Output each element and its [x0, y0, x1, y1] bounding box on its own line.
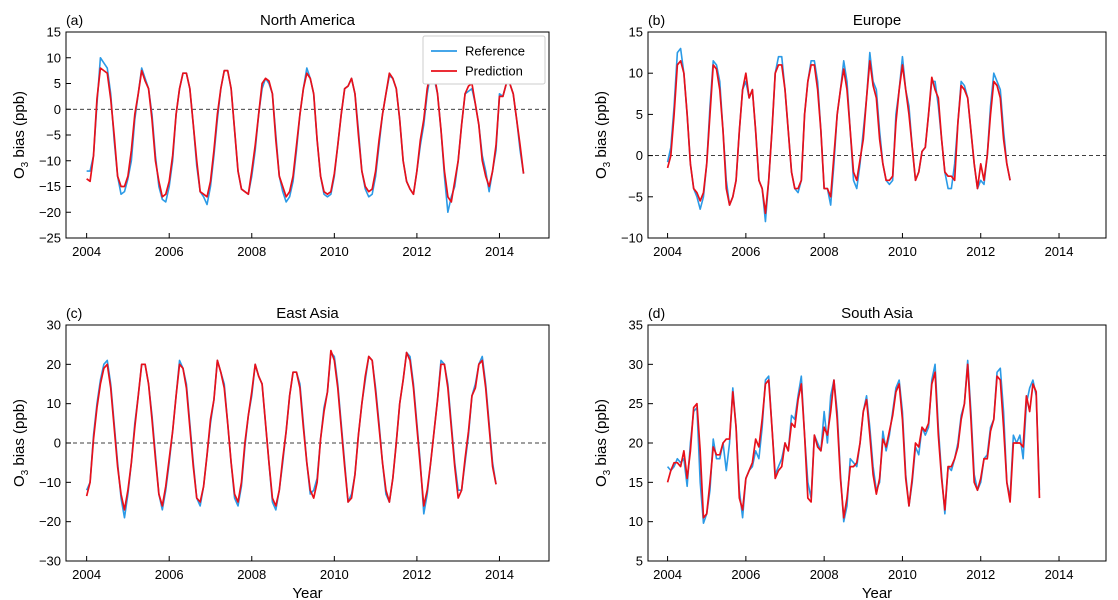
- y-tick-label: 25: [629, 396, 643, 411]
- panel-1: −25 −20 −15 −10 −5 0 5 10 15 2004 2006 2008 2010 2012…: [11, 12, 550, 259]
- x-axis-label: Year: [292, 585, 322, 600]
- y-axis-label-rest: bias (ppb): [593, 91, 610, 162]
- y-axis-label-o: O: [11, 475, 28, 487]
- y-tick-label: −10: [39, 153, 61, 168]
- x-tick-label: 2004: [653, 567, 682, 582]
- series-line-reference: [666, 47, 1011, 223]
- x-tick-label: 2010: [888, 567, 917, 582]
- y-axis-label: O3 bias (ppb): [11, 399, 31, 487]
- legend: Reference Prediction: [422, 35, 546, 85]
- x-tick-label: 2014: [485, 244, 514, 259]
- x-tick-label: 2006: [155, 567, 184, 582]
- x-tick-label: 2008: [810, 567, 839, 582]
- panel-3: −30 −20 −10 0 10 20 30 2004 2006 2008 2010 2012 2014…: [11, 305, 550, 600]
- y-axis-label: O3 bias (ppb): [593, 91, 613, 179]
- x-tick-label: 2014: [1045, 244, 1074, 259]
- x-tick-label: 2004: [72, 244, 101, 259]
- y-tick-label: 30: [629, 357, 643, 372]
- y-axis-label: O3 bias (ppb): [11, 91, 31, 179]
- y-tick-label: 10: [629, 66, 643, 81]
- panel-label: (c): [66, 305, 82, 321]
- y-tick-label: 0: [54, 102, 61, 117]
- series-line-prediction: [666, 363, 1041, 519]
- y-tick-label: 20: [629, 436, 643, 451]
- x-tick-label: 2010: [320, 567, 349, 582]
- legend-label-reference: Reference: [465, 44, 525, 59]
- y-tick-label: 15: [47, 25, 61, 40]
- x-tick-label: 2010: [320, 244, 349, 259]
- x-tick-label: 2014: [485, 567, 514, 582]
- series-line-prediction: [86, 67, 525, 203]
- y-axis-label-subscript: 3: [20, 161, 31, 167]
- x-tick-label: 2006: [155, 244, 184, 259]
- y-axis-label-rest: bias (ppb): [11, 91, 28, 162]
- y-axis-label-o: O: [593, 475, 610, 487]
- y-tick-label: 5: [636, 107, 643, 122]
- panel-4: 5 10 15 20 25 30 35 2004 2006 2008 2010 2012 2014 Sou…: [593, 305, 1107, 600]
- x-tick-label: 2006: [731, 244, 760, 259]
- y-tick-label: −25: [39, 231, 61, 246]
- x-tick-label: 2012: [402, 567, 431, 582]
- panel-title: North America: [260, 12, 356, 29]
- y-axis-label: O3 bias (ppb): [593, 399, 613, 487]
- x-tick-label: 2012: [402, 244, 431, 259]
- y-tick-label: −15: [39, 179, 61, 194]
- x-tick-label: 2014: [1045, 567, 1074, 582]
- y-tick-label: −30: [39, 554, 61, 569]
- y-tick-label: 10: [47, 396, 61, 411]
- x-tick-label: 2004: [72, 567, 101, 582]
- panel-title: South Asia: [841, 305, 913, 322]
- y-tick-label: 0: [636, 148, 643, 163]
- x-tick-label: 2008: [810, 244, 839, 259]
- x-tick-label: 2010: [888, 244, 917, 259]
- y-tick-label: 15: [629, 475, 643, 490]
- y-tick-label: −5: [628, 189, 643, 204]
- x-tick-label: 2008: [237, 567, 266, 582]
- x-tick-label: 2012: [966, 244, 995, 259]
- panel-2: −10 −5 0 5 10 15 2004 2006 2008 2010 2012 2014 Europ…: [593, 12, 1107, 259]
- y-tick-label: −20: [39, 205, 61, 220]
- y-tick-label: 10: [47, 50, 61, 65]
- panel-label: (d): [648, 305, 665, 321]
- panel-title: Europe: [853, 12, 901, 29]
- y-tick-label: 10: [629, 514, 643, 529]
- x-tick-label: 2008: [237, 244, 266, 259]
- panel-label: (a): [66, 12, 83, 28]
- series-line-prediction: [666, 59, 1011, 215]
- x-tick-label: 2004: [653, 244, 682, 259]
- y-tick-label: 15: [629, 25, 643, 40]
- x-axis-label: Year: [862, 585, 892, 600]
- x-tick-label: 2006: [731, 567, 760, 582]
- panel-title: East Asia: [276, 305, 339, 322]
- legend-box: [422, 35, 546, 85]
- y-axis-label-subscript: 3: [602, 161, 613, 167]
- y-axis-label-subscript: 3: [20, 469, 31, 475]
- y-tick-label: −20: [39, 514, 61, 529]
- y-tick-label: −10: [621, 231, 643, 246]
- y-axis-label-subscript: 3: [602, 469, 613, 475]
- x-tick-label: 2012: [966, 567, 995, 582]
- y-tick-label: 35: [629, 318, 643, 333]
- legend-label-prediction: Prediction: [465, 64, 523, 79]
- y-tick-label: −10: [39, 475, 61, 490]
- y-axis-label-o: O: [11, 167, 28, 179]
- y-axis-label-rest: bias (ppb): [11, 399, 28, 470]
- plot-frame: [647, 31, 1107, 239]
- y-tick-label: 30: [47, 318, 61, 333]
- y-tick-label: 5: [54, 76, 61, 91]
- y-tick-label: 5: [636, 554, 643, 569]
- y-axis-label-rest: bias (ppb): [593, 399, 610, 470]
- y-axis-label-o: O: [593, 167, 610, 179]
- y-tick-label: 20: [47, 357, 61, 372]
- panel-label: (b): [648, 12, 665, 28]
- series-line-prediction: [85, 349, 497, 511]
- y-tick-label: 0: [54, 436, 61, 451]
- y-tick-label: −5: [46, 128, 61, 143]
